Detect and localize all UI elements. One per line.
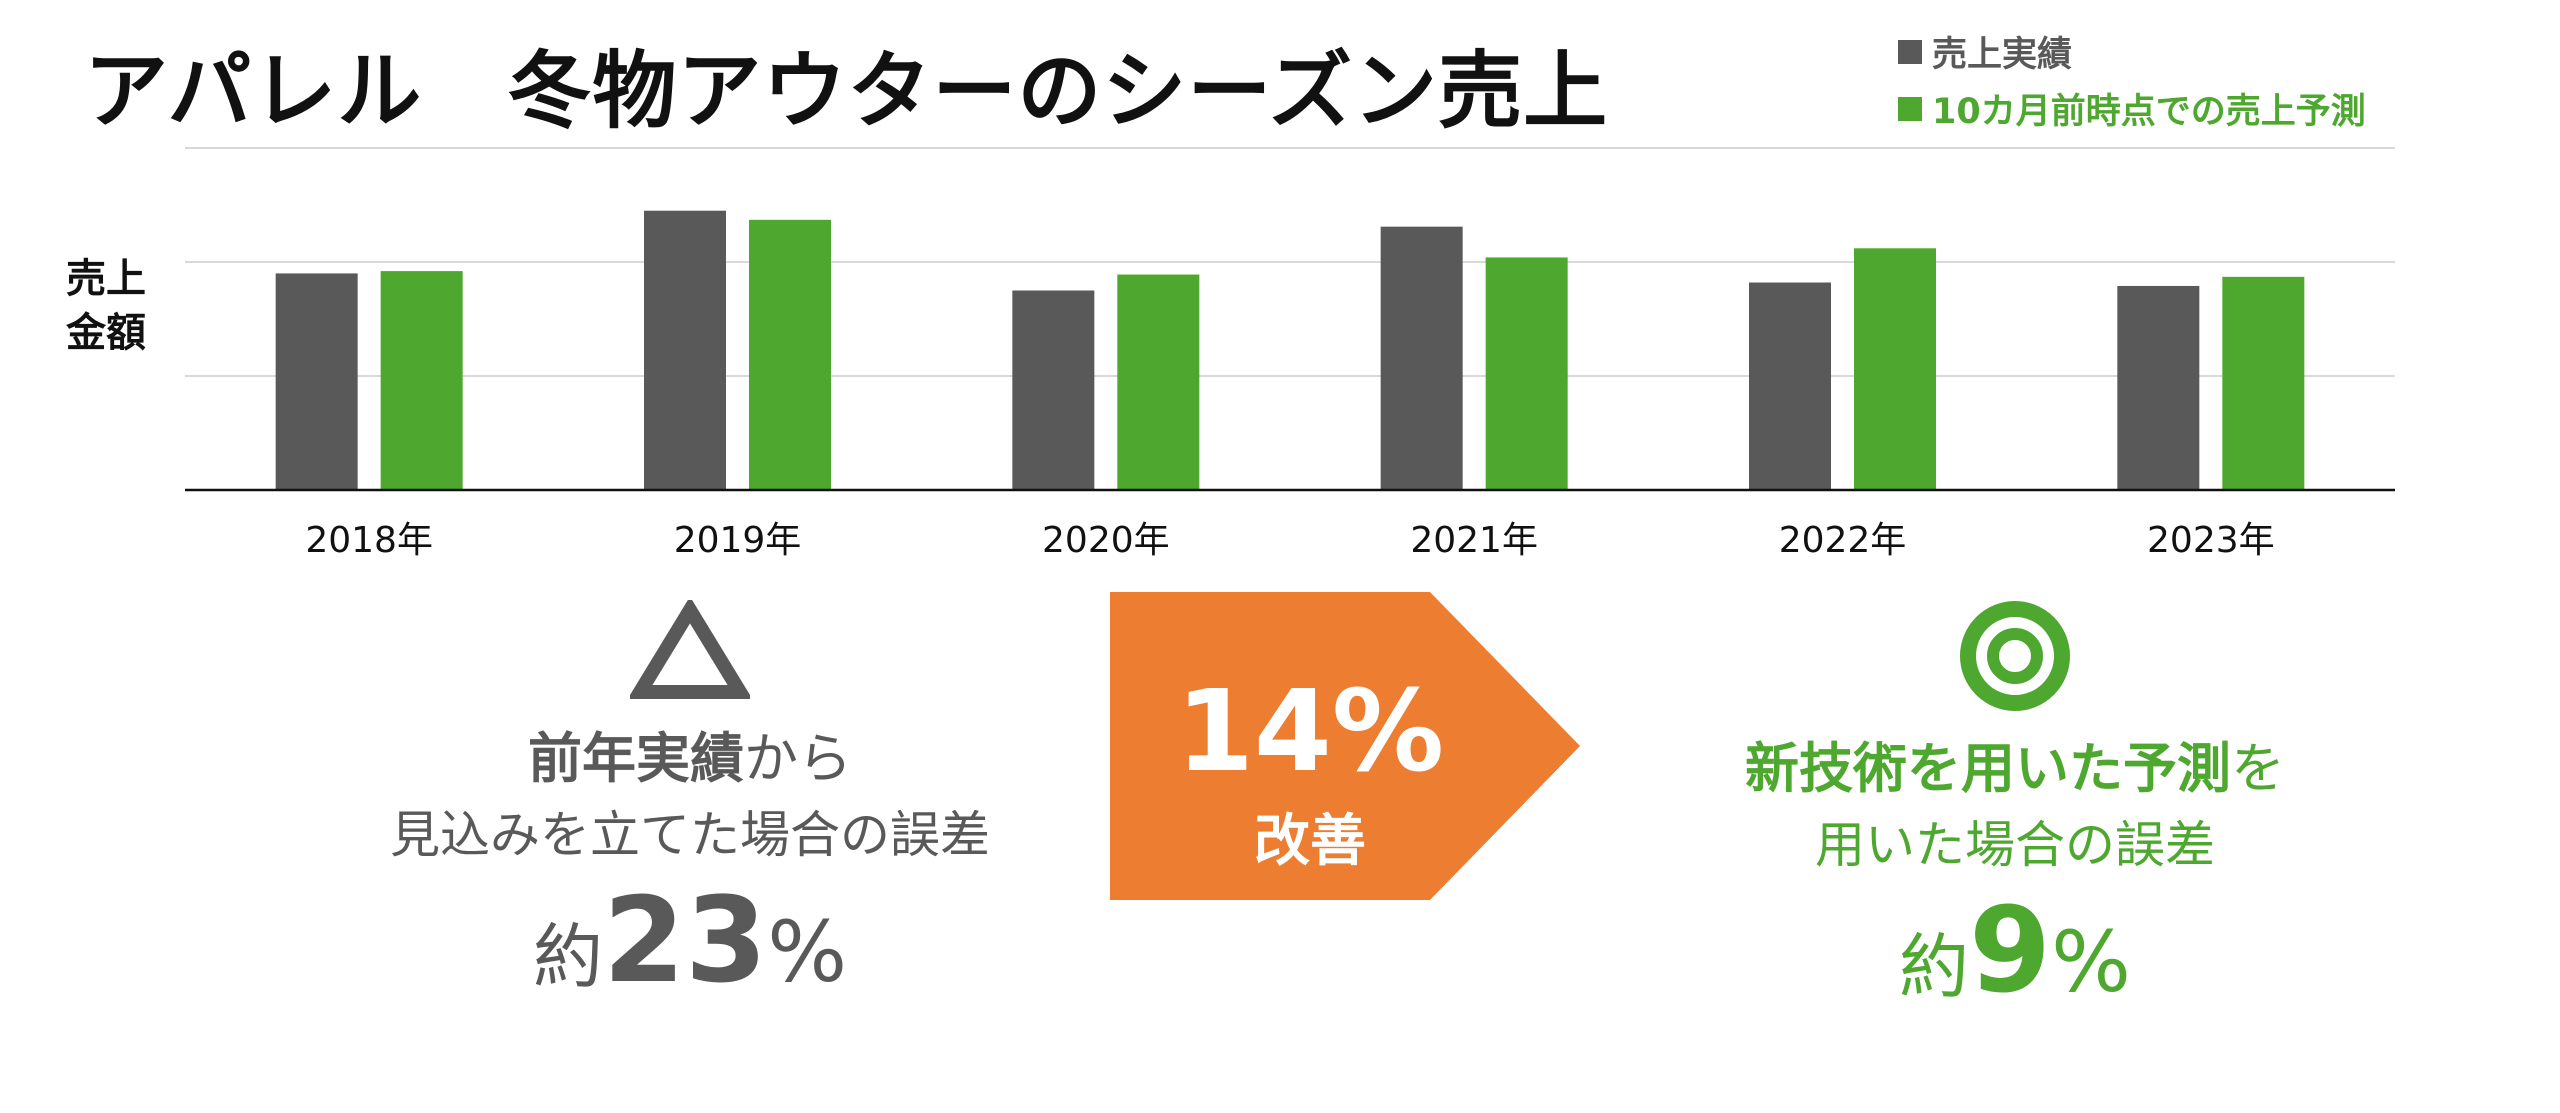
new-method-line-2: 用いた場合の誤差	[1815, 816, 2215, 874]
double-circle-icon	[1960, 601, 2070, 711]
improvement-label: 改善	[1254, 809, 1366, 874]
previous-method-error-prefix: 約	[532, 916, 603, 998]
bar-actual-3	[1012, 290, 1095, 490]
legend-item-actual: 売上実績	[1898, 26, 2366, 77]
bar-actual-2	[644, 210, 726, 490]
new-method-error: 約9%	[1650, 881, 2380, 1019]
triangle-icon	[627, 596, 753, 699]
bar-forecast-4	[1485, 257, 1568, 490]
y-axis-label: 売上 金額	[66, 252, 146, 360]
previous-method-line-1: 前年実績から	[340, 714, 1040, 793]
new-method-error-prefix: 約	[1899, 926, 1970, 1008]
bar-forecast-1	[380, 271, 463, 490]
bar-actual-4	[1380, 226, 1463, 490]
previous-method-error-unit: %	[767, 903, 848, 1001]
y-axis-label-line-1: 売上	[66, 256, 146, 302]
y-axis-label-line-2: 金額	[66, 310, 146, 356]
previous-method-line-2: 見込みを立てた場合の誤差	[390, 806, 990, 864]
previous-method-error-value: 23	[602, 871, 768, 1009]
bar-forecast-6	[2222, 276, 2305, 490]
bar-forecast-3	[1117, 274, 1200, 490]
legend-item-forecast: 10カ月前時点での売上予測	[1898, 83, 2366, 134]
bar-forecast-5	[1854, 248, 1936, 490]
new-method-name: 新技術を用いた予測	[1745, 737, 2231, 800]
previous-method-name: 前年実績	[528, 727, 744, 790]
x-tick-label: 2019年	[674, 520, 802, 561]
new-method-error-unit: %	[2051, 913, 2131, 1011]
bar-forecast-2	[749, 219, 831, 490]
new-method-panel: 新技術を用いた予測を 用いた場合の誤差 約9%	[1650, 600, 2380, 1019]
previous-method-suffix: から	[744, 727, 852, 790]
improvement-arrow: 14% 改善	[1110, 672, 1510, 877]
legend-label-actual: 売上実績	[1932, 35, 2073, 75]
previous-method-panel: 前年実績から 見込みを立てた場合の誤差 約23%	[340, 596, 1040, 1009]
new-method-suffix: を	[2231, 737, 2285, 800]
x-tick-label: 2022年	[1779, 520, 1907, 561]
chart-legend: 売上実績 10カ月前時点での売上予測	[1898, 26, 2366, 140]
improvement-value: 14%	[1175, 667, 1445, 797]
bar-actual-1	[275, 273, 358, 490]
bar-actual-5	[1749, 282, 1831, 490]
x-tick-label: 2018年	[305, 520, 433, 561]
new-method-line-1: 新技術を用いた予測を	[1650, 724, 2380, 803]
x-tick-label: 2021年	[1410, 520, 1538, 561]
previous-method-error: 約23%	[340, 871, 1040, 1009]
legend-swatch-actual	[1898, 39, 1922, 64]
improvement-arrow-shape	[1110, 592, 1580, 900]
legend-label-forecast: 10カ月前時点での売上予測	[1932, 92, 2366, 132]
new-method-error-value: 9	[1969, 881, 2052, 1019]
x-tick-label: 2023年	[2147, 520, 2275, 561]
page-title: アパレル 冬物アウターのシーズン売上	[84, 42, 1609, 140]
bar-chart: 2018年 2019年 2020年 2021年 2022年 2023年	[185, 147, 2395, 561]
bar-actual-6	[2117, 285, 2200, 490]
legend-swatch-forecast	[1898, 96, 1922, 121]
x-tick-label: 2020年	[1042, 520, 1170, 561]
